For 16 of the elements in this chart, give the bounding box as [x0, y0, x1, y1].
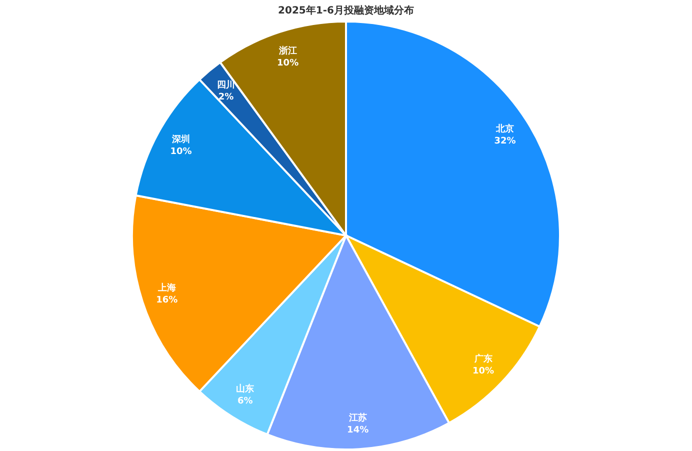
slice-label: 北京: [495, 124, 514, 135]
data-label: 10%: [277, 58, 299, 68]
chart-title: 2025年1-6月投融资地域分布: [278, 4, 414, 16]
data-label: 10%: [472, 366, 494, 376]
slice-label: 浙江: [278, 45, 297, 56]
data-label: 6%: [237, 396, 253, 407]
slice-label: 江苏: [348, 412, 367, 424]
data-label: 16%: [156, 296, 178, 306]
data-label: 14%: [347, 425, 369, 436]
data-label: 2%: [218, 92, 234, 102]
slice-label: 深圳: [170, 134, 190, 145]
slice-label: 上海: [156, 282, 176, 294]
slice-label: 广东: [473, 353, 492, 364]
slice-label: 山东: [236, 384, 254, 395]
data-label: 10%: [170, 146, 192, 157]
data-label: 32%: [494, 136, 516, 147]
